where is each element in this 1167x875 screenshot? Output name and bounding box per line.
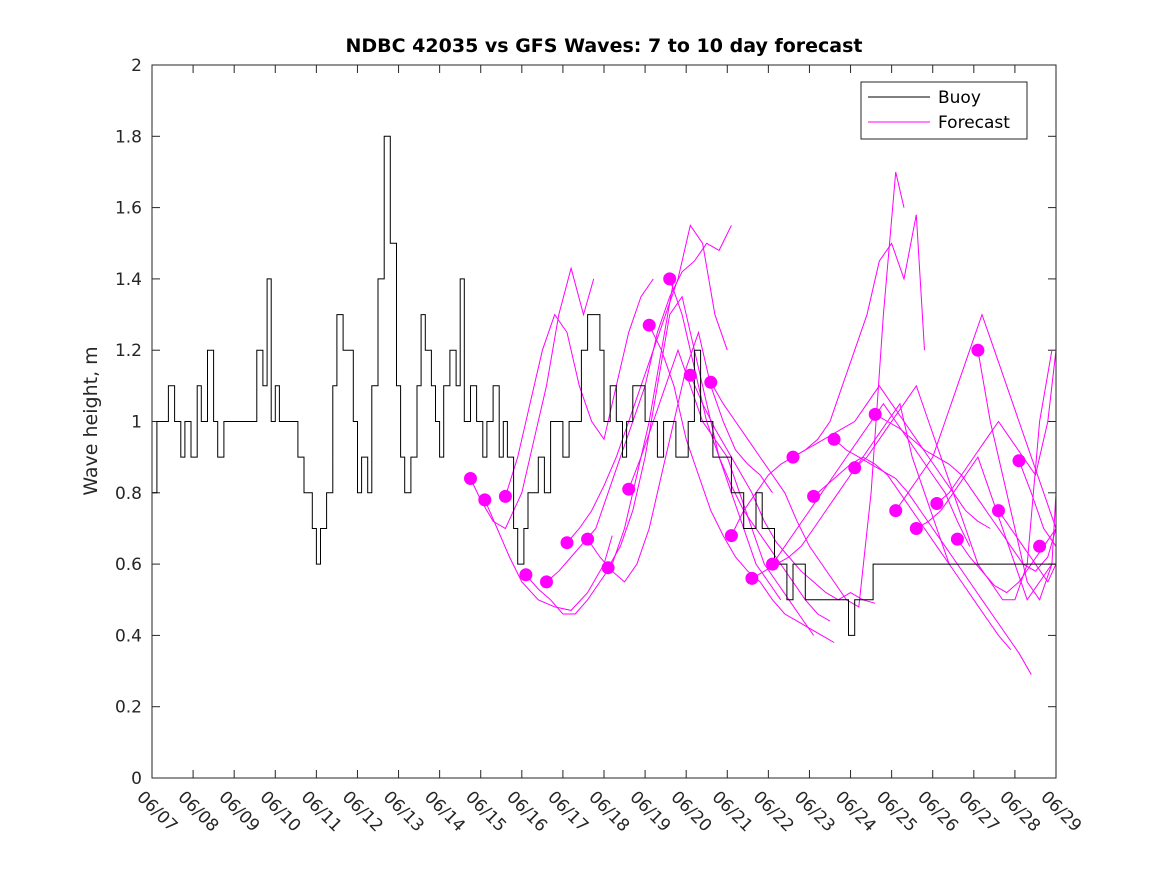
y-tick-label: 0.4 [115,626,142,646]
legend-forecast-label: Forecast [938,113,1010,133]
forecast-point [1033,539,1047,553]
forecast-point [642,318,656,332]
forecast-point [519,568,533,582]
forecast-track-line [587,330,773,583]
y-tick-label: 1.8 [115,127,142,147]
forecast-point [827,432,841,446]
forecast-point [724,529,738,543]
chart-title: NDBC 42035 vs GFS Waves: 7 to 10 day for… [345,35,862,57]
forecast-point [992,504,1005,518]
forecast-track-line [998,510,1057,583]
forecast-point [848,461,862,475]
y-tick-label: 1.6 [115,199,142,219]
forecast-point [930,497,944,510]
y-tick-label: 2 [131,56,142,76]
buoy-line [152,135,1056,636]
forecast-point [464,472,477,485]
forecast-point [766,557,779,571]
forecast-track-line [1018,460,1057,547]
forecast-point [868,407,882,421]
forecast-track-line [470,266,595,530]
forecast-track-line [710,171,905,608]
y-tick-label: 0.2 [115,698,142,718]
legend: Buoy Forecast [860,81,1028,140]
forecast-track-line [504,278,654,497]
forecast-point [622,482,636,496]
y-tick-label: 1 [131,413,142,433]
forecast-point [807,489,821,503]
forecast-track-line [628,348,815,636]
y-axis-label: Wave height, m [80,346,102,495]
forecast-track-line [566,224,728,544]
forecast-track-line [546,225,732,583]
forecast-point [683,368,697,382]
y-tick-label: 1.2 [115,341,142,361]
buoy-series [152,135,1056,636]
forecast-track-line [977,350,1057,601]
forecast-point [971,343,985,357]
forecast-point [889,504,903,518]
forecast-track-line [772,402,971,565]
forecast-tracks [470,171,1057,675]
forecast-point [581,532,595,546]
y-tick-label: 0.8 [115,484,142,504]
forecast-point [663,272,677,286]
forecast-track-line [833,438,1032,675]
forecast-point [950,532,964,546]
forecast-track-line [792,384,991,529]
forecast-point [745,571,759,585]
forecast-track-line [751,402,950,579]
forecast-track-line [730,214,925,536]
forecast-point [498,489,512,503]
legend-buoy-label: Buoy [938,88,981,108]
forecast-track-line [895,313,1057,529]
forecast-points [464,272,1047,589]
forecast-point [704,375,718,389]
forecast-point [601,561,615,575]
forecast-point [478,493,492,507]
forecast-point [560,536,574,550]
plot-frame [151,64,1057,779]
forecast-point [1012,454,1026,468]
y-axis-ticks: 0 0.2 0.4 0.6 0.8 1 1.2 1.4 1.6 1.8 2 [115,56,1056,789]
legend-box [860,81,1028,140]
forecast-track-line [916,456,1053,601]
y-tick-label: 0 [131,769,142,789]
forecast-point [909,522,923,535]
forecast-track-line [936,350,1057,504]
y-tick-label: 0.6 [115,555,142,575]
y-tick-label: 1.4 [115,270,142,290]
forecast-track-line [648,324,835,643]
forecast-track-line [813,456,1012,651]
forecast-point [540,575,553,589]
forecast-track-line [484,499,613,611]
forecast-point [786,450,800,464]
